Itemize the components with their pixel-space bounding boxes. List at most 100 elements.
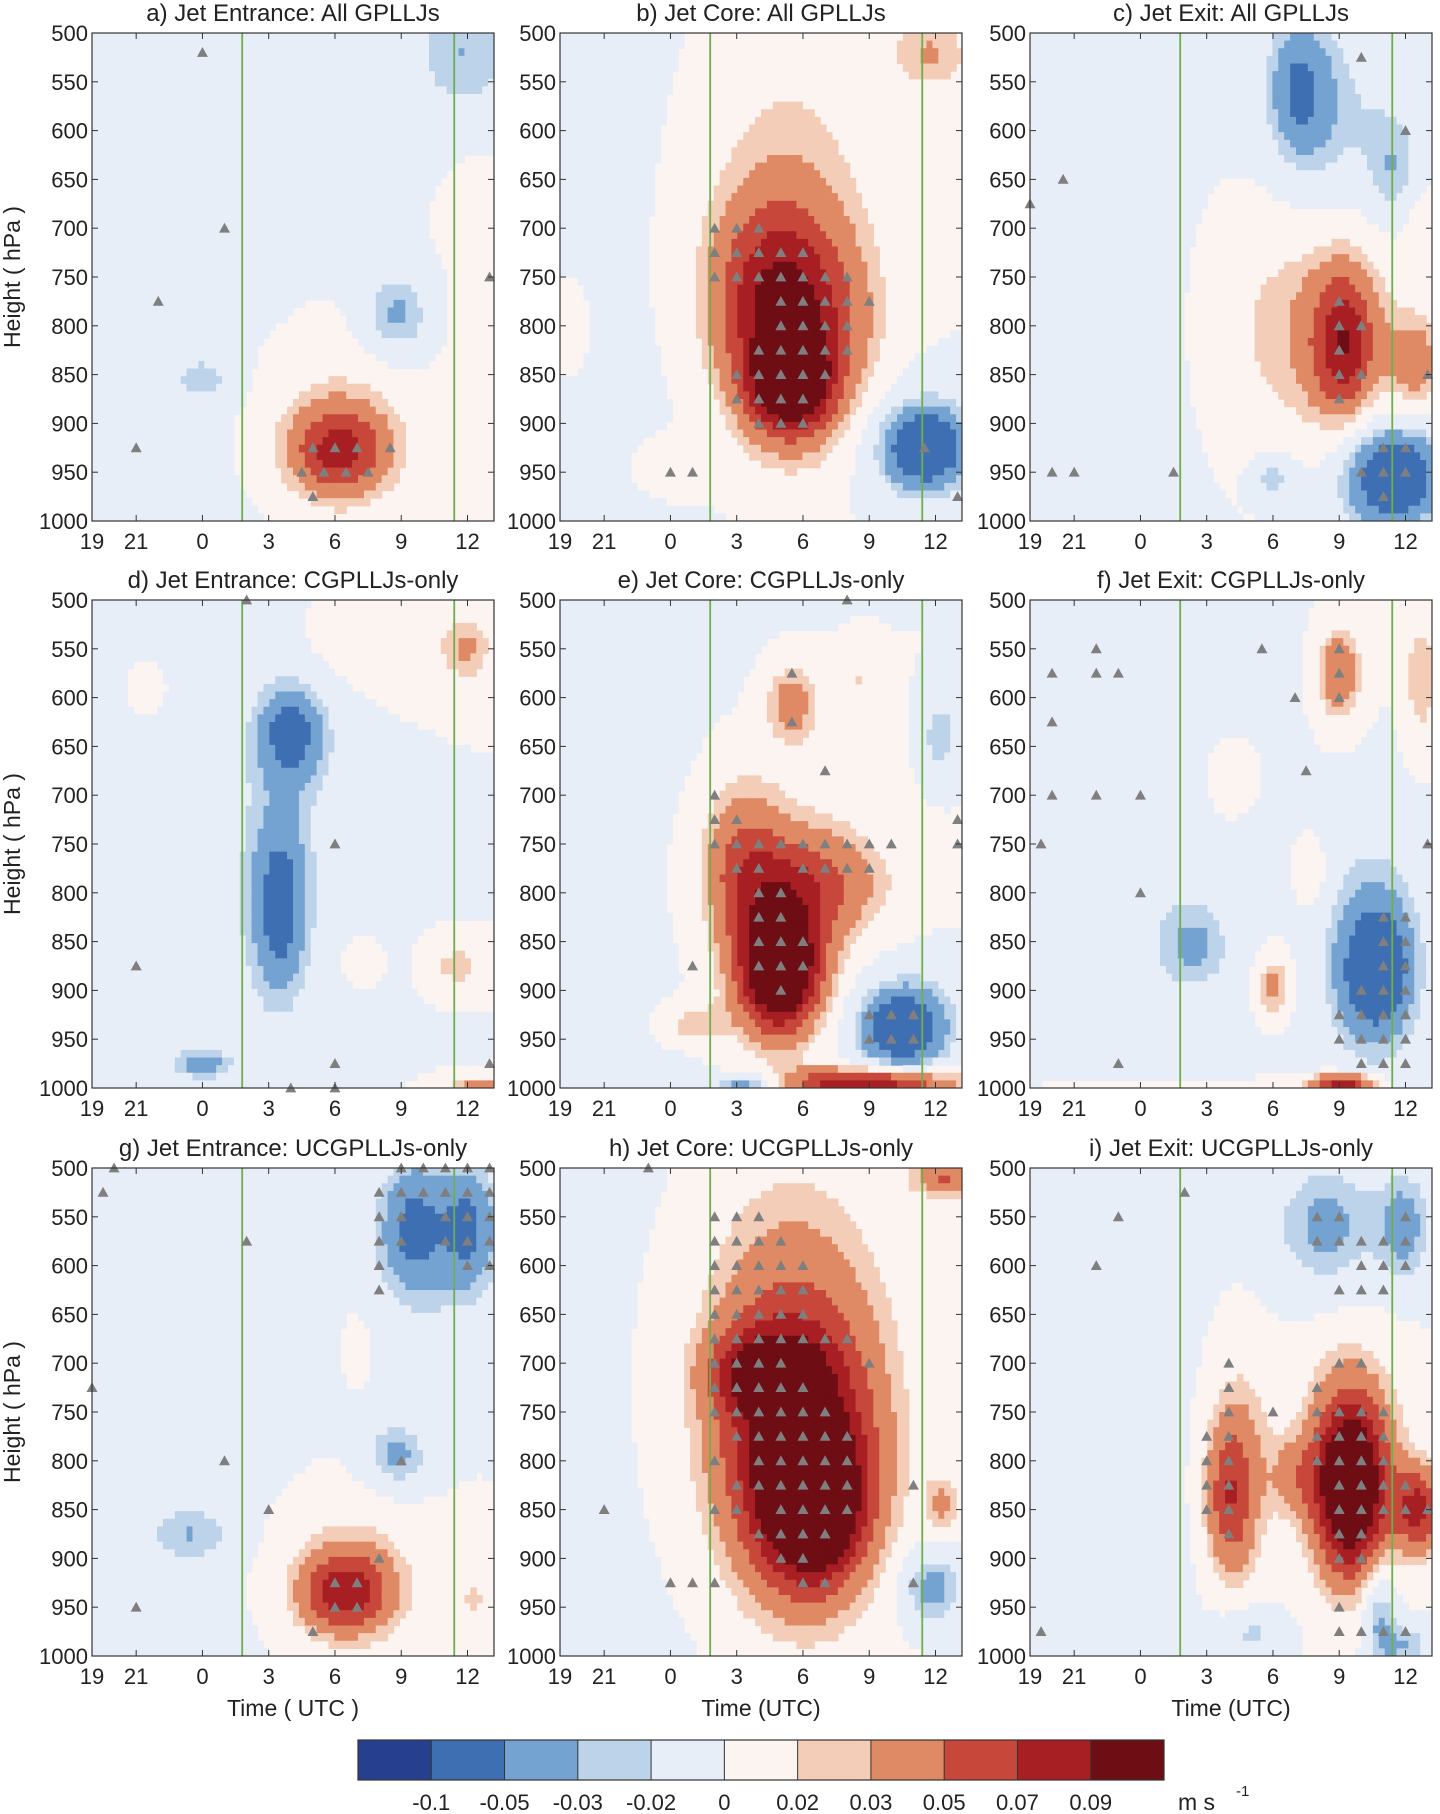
field-cell [269,177,276,187]
field-cell [630,261,638,270]
field-cell [369,162,377,171]
field-cell [298,200,306,209]
field-cell [701,505,709,514]
field-cell [139,48,146,57]
field-cell [761,353,768,362]
field-cell [204,368,211,377]
field-cell [97,452,105,461]
field-cell [630,277,638,286]
field-cell [287,162,294,171]
field-cell [589,177,597,187]
field-cell [269,322,276,331]
field-cell [204,223,211,232]
field-cell [198,261,205,270]
field-cell [713,322,721,331]
field-cell [737,284,744,293]
field-cell [369,208,377,217]
x-tick-label: 19 [80,529,104,554]
field-cell [381,292,389,301]
field-cell [198,231,205,240]
field-cell [411,315,418,324]
field-cell [115,162,123,171]
field-cell [636,193,644,202]
field-cell [642,223,650,232]
field-cell [298,437,306,446]
field-cell [233,505,241,514]
field-cell [192,254,200,263]
field-cell [222,200,229,209]
field-cell [642,376,650,385]
field-cell [577,33,585,42]
field-cell [766,246,774,255]
field-cell [405,94,412,103]
field-cell [749,284,756,293]
field-cell [411,78,418,87]
field-cell [269,254,276,263]
field-cell [583,109,591,118]
field-cell [713,246,721,255]
field-cell [198,223,205,232]
field-cell [340,116,347,126]
field-cell [470,139,477,148]
field-cell [565,139,573,148]
field-cell [713,513,721,521]
field-cell [613,33,620,42]
field-cell [411,200,418,209]
field-cell [121,467,129,476]
field-cell [304,139,312,148]
field-cell [405,185,412,194]
field-cell [613,338,620,347]
field-cell [399,33,406,42]
field-cell [162,391,170,400]
field-cell [565,452,573,461]
field-cell [192,444,200,453]
field-cell [719,383,727,392]
field-cell [648,399,656,408]
field-cell [363,86,371,95]
field-cell [595,269,602,278]
field-cell [227,101,235,110]
field-cell [571,421,579,431]
field-cell [630,368,638,377]
field-cell [619,33,626,42]
field-cell [227,345,235,354]
field-cell [186,421,194,431]
field-cell [464,78,471,87]
field-cell [725,269,733,278]
field-cell [446,139,454,148]
field-cell [109,132,117,141]
field-cell [387,33,395,42]
field-cell [227,277,235,286]
field-cell [607,193,614,202]
field-cell [399,147,406,156]
field-cell [595,414,602,423]
field-cell [375,63,383,72]
field-cell [192,223,200,232]
field-cell [625,200,632,209]
field-cell [304,261,312,270]
field-cell [263,170,270,179]
field-cell [560,498,567,507]
field-cell [381,94,389,103]
field-cell [399,170,406,179]
field-cell [381,322,389,331]
field-cell [198,155,205,164]
field-cell [766,322,774,331]
field-cell [204,345,211,354]
field-cell [660,498,668,507]
field-cell [772,231,780,240]
field-cell [298,238,306,248]
field-cell [642,391,650,400]
field-cell [387,429,395,438]
field-cell [334,147,341,156]
field-cell [571,101,579,110]
field-cell [411,124,418,133]
field-cell [145,78,152,87]
field-cell [363,246,371,255]
field-cell [440,322,448,331]
field-cell [293,147,300,156]
field-cell [281,246,288,255]
field-cell [417,94,424,103]
field-cell [595,368,602,377]
field-cell [589,269,597,278]
